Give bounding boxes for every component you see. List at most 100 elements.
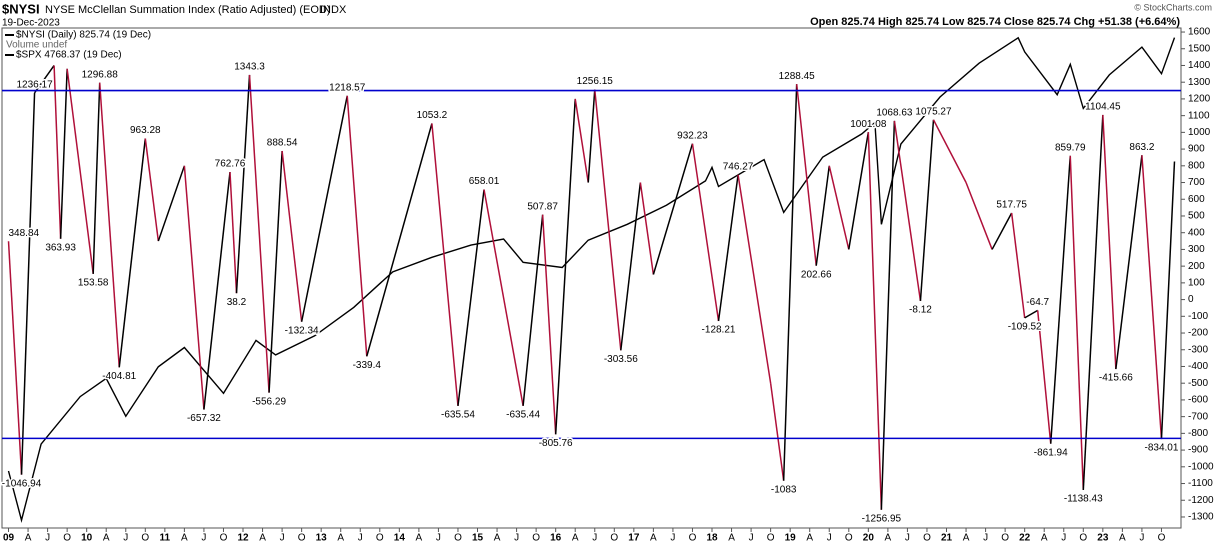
x-tick-label: J: [827, 533, 832, 544]
nysi-segment: [828, 165, 850, 250]
x-tick-label: 13: [316, 533, 328, 544]
y-tick-label: -1100: [1188, 478, 1213, 489]
x-tick-label: A: [806, 533, 813, 544]
y-tick-label: 1000: [1188, 127, 1211, 138]
nysi-segment: [1141, 155, 1163, 440]
x-tick-label: J: [670, 533, 675, 544]
x-tick-label: J: [514, 533, 519, 544]
annotation: -1083: [771, 484, 797, 495]
nysi-segment: [33, 65, 55, 94]
nysi-segment: [574, 98, 589, 183]
annotation: -8.12: [909, 305, 932, 316]
chart-date: 19-Dec-2023: [2, 18, 60, 29]
x-tick-label: A: [650, 533, 657, 544]
annotation: -635.44: [506, 409, 540, 420]
nysi-segment: [118, 138, 147, 368]
nysi-segment: [7, 241, 23, 475]
annotation: -415.66: [1099, 373, 1133, 384]
annotation: 1256.15: [577, 76, 614, 87]
nysi-segment: [144, 138, 160, 242]
annotation: -861.94: [1034, 447, 1068, 458]
x-tick-label: J: [592, 533, 597, 544]
x-tick-label: J: [358, 533, 363, 544]
annotation: 1104.45: [1085, 102, 1121, 113]
quote: Open 825.74 High 825.74 Low 825.74 Close…: [810, 16, 1180, 28]
x-tick-label: O: [454, 533, 462, 544]
x-tick-label: A: [963, 533, 970, 544]
nysi-segment: [1036, 310, 1052, 444]
annotation: -1256.95: [862, 513, 902, 524]
x-tick-label: 09: [3, 533, 15, 544]
y-tick-label: -200: [1188, 328, 1208, 339]
spx-line: [7, 36, 1176, 523]
annotation: 863.2: [1129, 142, 1154, 153]
nysi-segment: [366, 123, 433, 357]
x-tick-label: J: [905, 533, 910, 544]
y-tick-label: 1100: [1188, 110, 1210, 121]
x-tick-label: A: [337, 533, 344, 544]
nysi-segment: [229, 171, 238, 294]
annotation: 762.76: [215, 159, 246, 170]
y-tick-label: 1600: [1188, 27, 1211, 38]
nysi-segment: [880, 120, 896, 510]
legend-label: $SPX 4768.37 (19 Dec): [16, 50, 122, 61]
annotation: -1138.43: [1064, 494, 1103, 505]
nysi-segment: [594, 89, 622, 351]
annotation: 932.23: [677, 130, 708, 141]
annotation: 202.66: [801, 269, 832, 280]
x-tick-label: J: [436, 533, 441, 544]
annotation: 517.75: [996, 200, 1027, 211]
x-tick-label: A: [1119, 533, 1126, 544]
nysi-segment: [815, 165, 830, 266]
y-tick-label: 1400: [1188, 60, 1211, 71]
x-tick-label: A: [181, 533, 188, 544]
nysi-segment: [541, 214, 557, 435]
annotation: 1288.45: [779, 71, 816, 82]
annotation: 1296.88: [82, 69, 119, 80]
nysi-segment: [59, 68, 68, 239]
annotation: -635.54: [441, 410, 475, 421]
x-tick-label: J: [1061, 533, 1066, 544]
nysi-segment: [522, 214, 544, 406]
nysi-segment: [483, 189, 524, 406]
x-tick-label: O: [63, 533, 71, 544]
annotation: -404.81: [102, 371, 136, 382]
annotation: -805.76: [539, 438, 573, 449]
y-tick-label: -100: [1188, 311, 1208, 322]
nysi-segment: [919, 119, 935, 301]
y-tick-label: -900: [1188, 445, 1208, 456]
x-tick-label: O: [1079, 533, 1087, 544]
nysi-segment: [587, 89, 596, 183]
annotation: 658.01: [469, 176, 500, 187]
nysi-segment: [1024, 309, 1039, 319]
y-tick-label: 1500: [1188, 43, 1211, 54]
x-tick-label: O: [845, 533, 853, 544]
nysi-segment: [691, 143, 720, 322]
symbol: $NYSI: [2, 1, 40, 16]
x-tick-label: 10: [81, 533, 93, 544]
nysi-segment: [346, 95, 368, 357]
annotation: 1068.63: [876, 108, 913, 119]
nysi-segment: [203, 171, 231, 410]
x-tick-label: O: [376, 533, 384, 544]
annotation: -1046.94: [2, 478, 42, 489]
x-tick-label: O: [610, 533, 618, 544]
x-tick-label: 15: [472, 533, 484, 544]
nysi-segment: [66, 68, 94, 274]
y-tick-label: 800: [1188, 160, 1205, 171]
annotation: -556.29: [252, 396, 286, 407]
annotation: -657.32: [187, 413, 221, 424]
y-tick-label: -800: [1188, 428, 1208, 439]
nysi-segment: [991, 212, 1013, 250]
nysi-segment: [281, 150, 303, 322]
y-tick-label: 300: [1188, 244, 1205, 255]
legend-note: Volume undef: [6, 40, 67, 51]
y-tick-label: 700: [1188, 177, 1205, 188]
y-tick-label: 600: [1188, 194, 1205, 205]
y-tick-label: 900: [1188, 144, 1205, 155]
annotation: 963.28: [130, 125, 161, 136]
y-tick-label: 100: [1188, 278, 1205, 289]
exchange: INDX: [320, 4, 347, 16]
x-tick-label: J: [1139, 533, 1144, 544]
y-tick-label: -1200: [1188, 495, 1214, 506]
